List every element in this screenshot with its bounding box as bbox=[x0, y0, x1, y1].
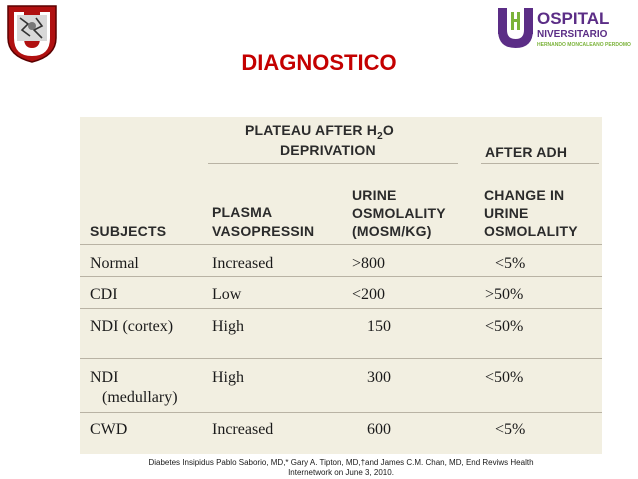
row-cwd-change: <5% bbox=[495, 421, 526, 438]
row-cwd-vasopressin: Increased bbox=[212, 421, 274, 438]
col-header-vasopressin-1: PLASMA bbox=[212, 204, 273, 220]
row-ndi-cortex-change: <50% bbox=[485, 318, 524, 335]
hospital-universitario-logo: OSPITAL NIVERSITARIO HERNANDO MONCALEANO… bbox=[498, 6, 634, 50]
row-cdi-vasopressin: Low bbox=[212, 286, 242, 303]
logo-line3: HERNANDO MONCALEANO PERDOMO bbox=[537, 42, 631, 48]
row-ndi-cortex-subject: NDI (cortex) bbox=[90, 318, 174, 335]
row-normal-subject: Normal bbox=[90, 255, 139, 272]
row-normal-osmolality: >800 bbox=[352, 255, 386, 272]
row-ndi-medullary-osmolality: 300 bbox=[367, 369, 391, 386]
row-cwd-osmolality: 600 bbox=[367, 421, 391, 438]
row-normal-change: <5% bbox=[495, 255, 526, 272]
col-header-osmolality-2: OSMOLALITY bbox=[352, 205, 446, 221]
col-header-change-2: URINE bbox=[484, 205, 529, 221]
col-header-osmolality-1: URINE bbox=[352, 187, 397, 203]
group-rule-1 bbox=[208, 163, 458, 164]
group-header-plateau: PLATEAU AFTER H2O bbox=[245, 122, 394, 142]
group-header-deprivation: DEPRIVATION bbox=[280, 142, 376, 158]
group-rule-2 bbox=[481, 163, 599, 164]
col-header-osmolality-3: (MOSM/KG) bbox=[352, 223, 432, 239]
row-normal-vasopressin: Increased bbox=[212, 255, 274, 272]
row-ndi-medullary-subject: NDI bbox=[90, 369, 119, 386]
row-cdi-change: >50% bbox=[485, 286, 524, 303]
col-header-subjects: SUBJECTS bbox=[90, 223, 167, 239]
row-rule bbox=[80, 358, 602, 359]
row-ndi-cortex-osmolality: 150 bbox=[367, 318, 391, 335]
group-header-after-adh: AFTER ADH bbox=[485, 144, 568, 160]
row-ndi-cortex-vasopressin: High bbox=[212, 318, 244, 335]
row-rule bbox=[80, 308, 602, 309]
row-ndi-medullary-subject-2: (medullary) bbox=[102, 389, 178, 406]
row-ndi-medullary-vasopressin: High bbox=[212, 369, 244, 386]
col-header-change-3: OSMOLALITY bbox=[484, 223, 578, 239]
citation-line-2: Internetwork on June 3, 2010. bbox=[288, 468, 394, 477]
row-cdi-subject: CDI bbox=[90, 286, 118, 303]
row-rule bbox=[80, 276, 602, 277]
row-cdi-osmolality: <200 bbox=[352, 286, 386, 303]
page-title: DIAGNOSTICO bbox=[241, 50, 397, 75]
university-crest-logo bbox=[6, 4, 58, 64]
header-rule bbox=[80, 244, 602, 245]
col-header-vasopressin-2: VASOPRESSIN bbox=[212, 223, 315, 239]
diagnosis-table: PLATEAU AFTER H2O DEPRIVATION AFTER ADH … bbox=[80, 117, 602, 454]
row-cwd-subject: CWD bbox=[90, 421, 128, 438]
citation-line-1: Diabetes Insipidus Pablo Saborio, MD,* G… bbox=[148, 458, 534, 467]
citation: Diabetes Insipidus Pablo Saborio, MD,* G… bbox=[80, 458, 602, 478]
logo-wordmark: OSPITAL bbox=[537, 9, 609, 28]
logo-line2: NIVERSITARIO bbox=[537, 29, 608, 40]
row-ndi-medullary-change: <50% bbox=[485, 369, 524, 386]
col-header-change-1: CHANGE IN bbox=[484, 187, 565, 203]
row-rule bbox=[80, 412, 602, 413]
